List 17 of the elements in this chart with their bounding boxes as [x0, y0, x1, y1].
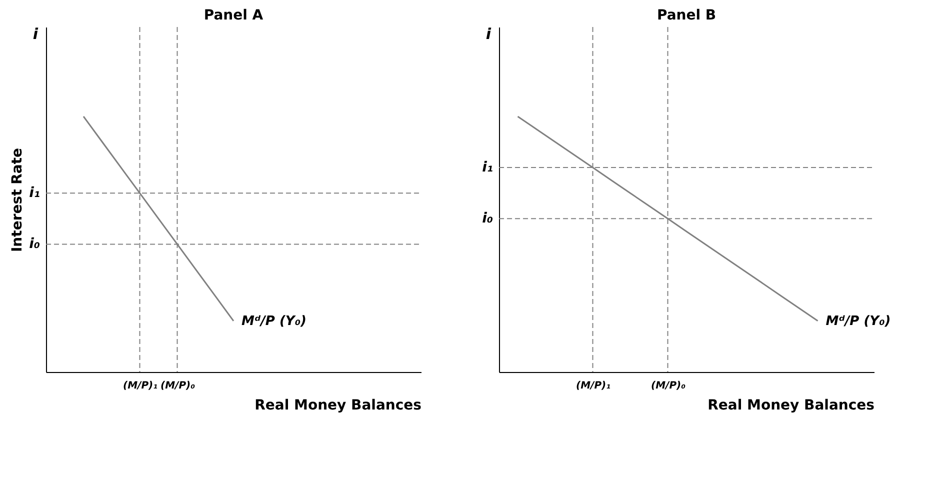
chart-title: Panel A: [204, 8, 264, 24]
ref-line-label: i₁: [29, 185, 40, 202]
chart-title: Panel B: [656, 8, 716, 24]
ref-line-label: i₀: [29, 236, 40, 252]
x-tick-label: (M/P)₁: [576, 380, 610, 392]
annotation: Mᵈ/P (Y₀): [826, 314, 891, 329]
x-tick-label: (M/P)₁: [123, 380, 158, 392]
y-axis-title: Interest Rate: [10, 148, 26, 252]
text: i: [32, 25, 39, 43]
ref-line-label: i₁: [482, 160, 493, 176]
annotation: Mᵈ/P (Y₀): [242, 314, 306, 329]
x-tick-label: (M/P)₀: [651, 380, 686, 392]
text: i: [486, 25, 492, 43]
x-axis-title: Real Money Balances: [708, 398, 874, 414]
x-axis-title: Real Money Balances: [254, 398, 422, 414]
ref-line-label: i₀: [482, 210, 493, 227]
x-tick-label: (M/P)₀: [160, 380, 196, 392]
